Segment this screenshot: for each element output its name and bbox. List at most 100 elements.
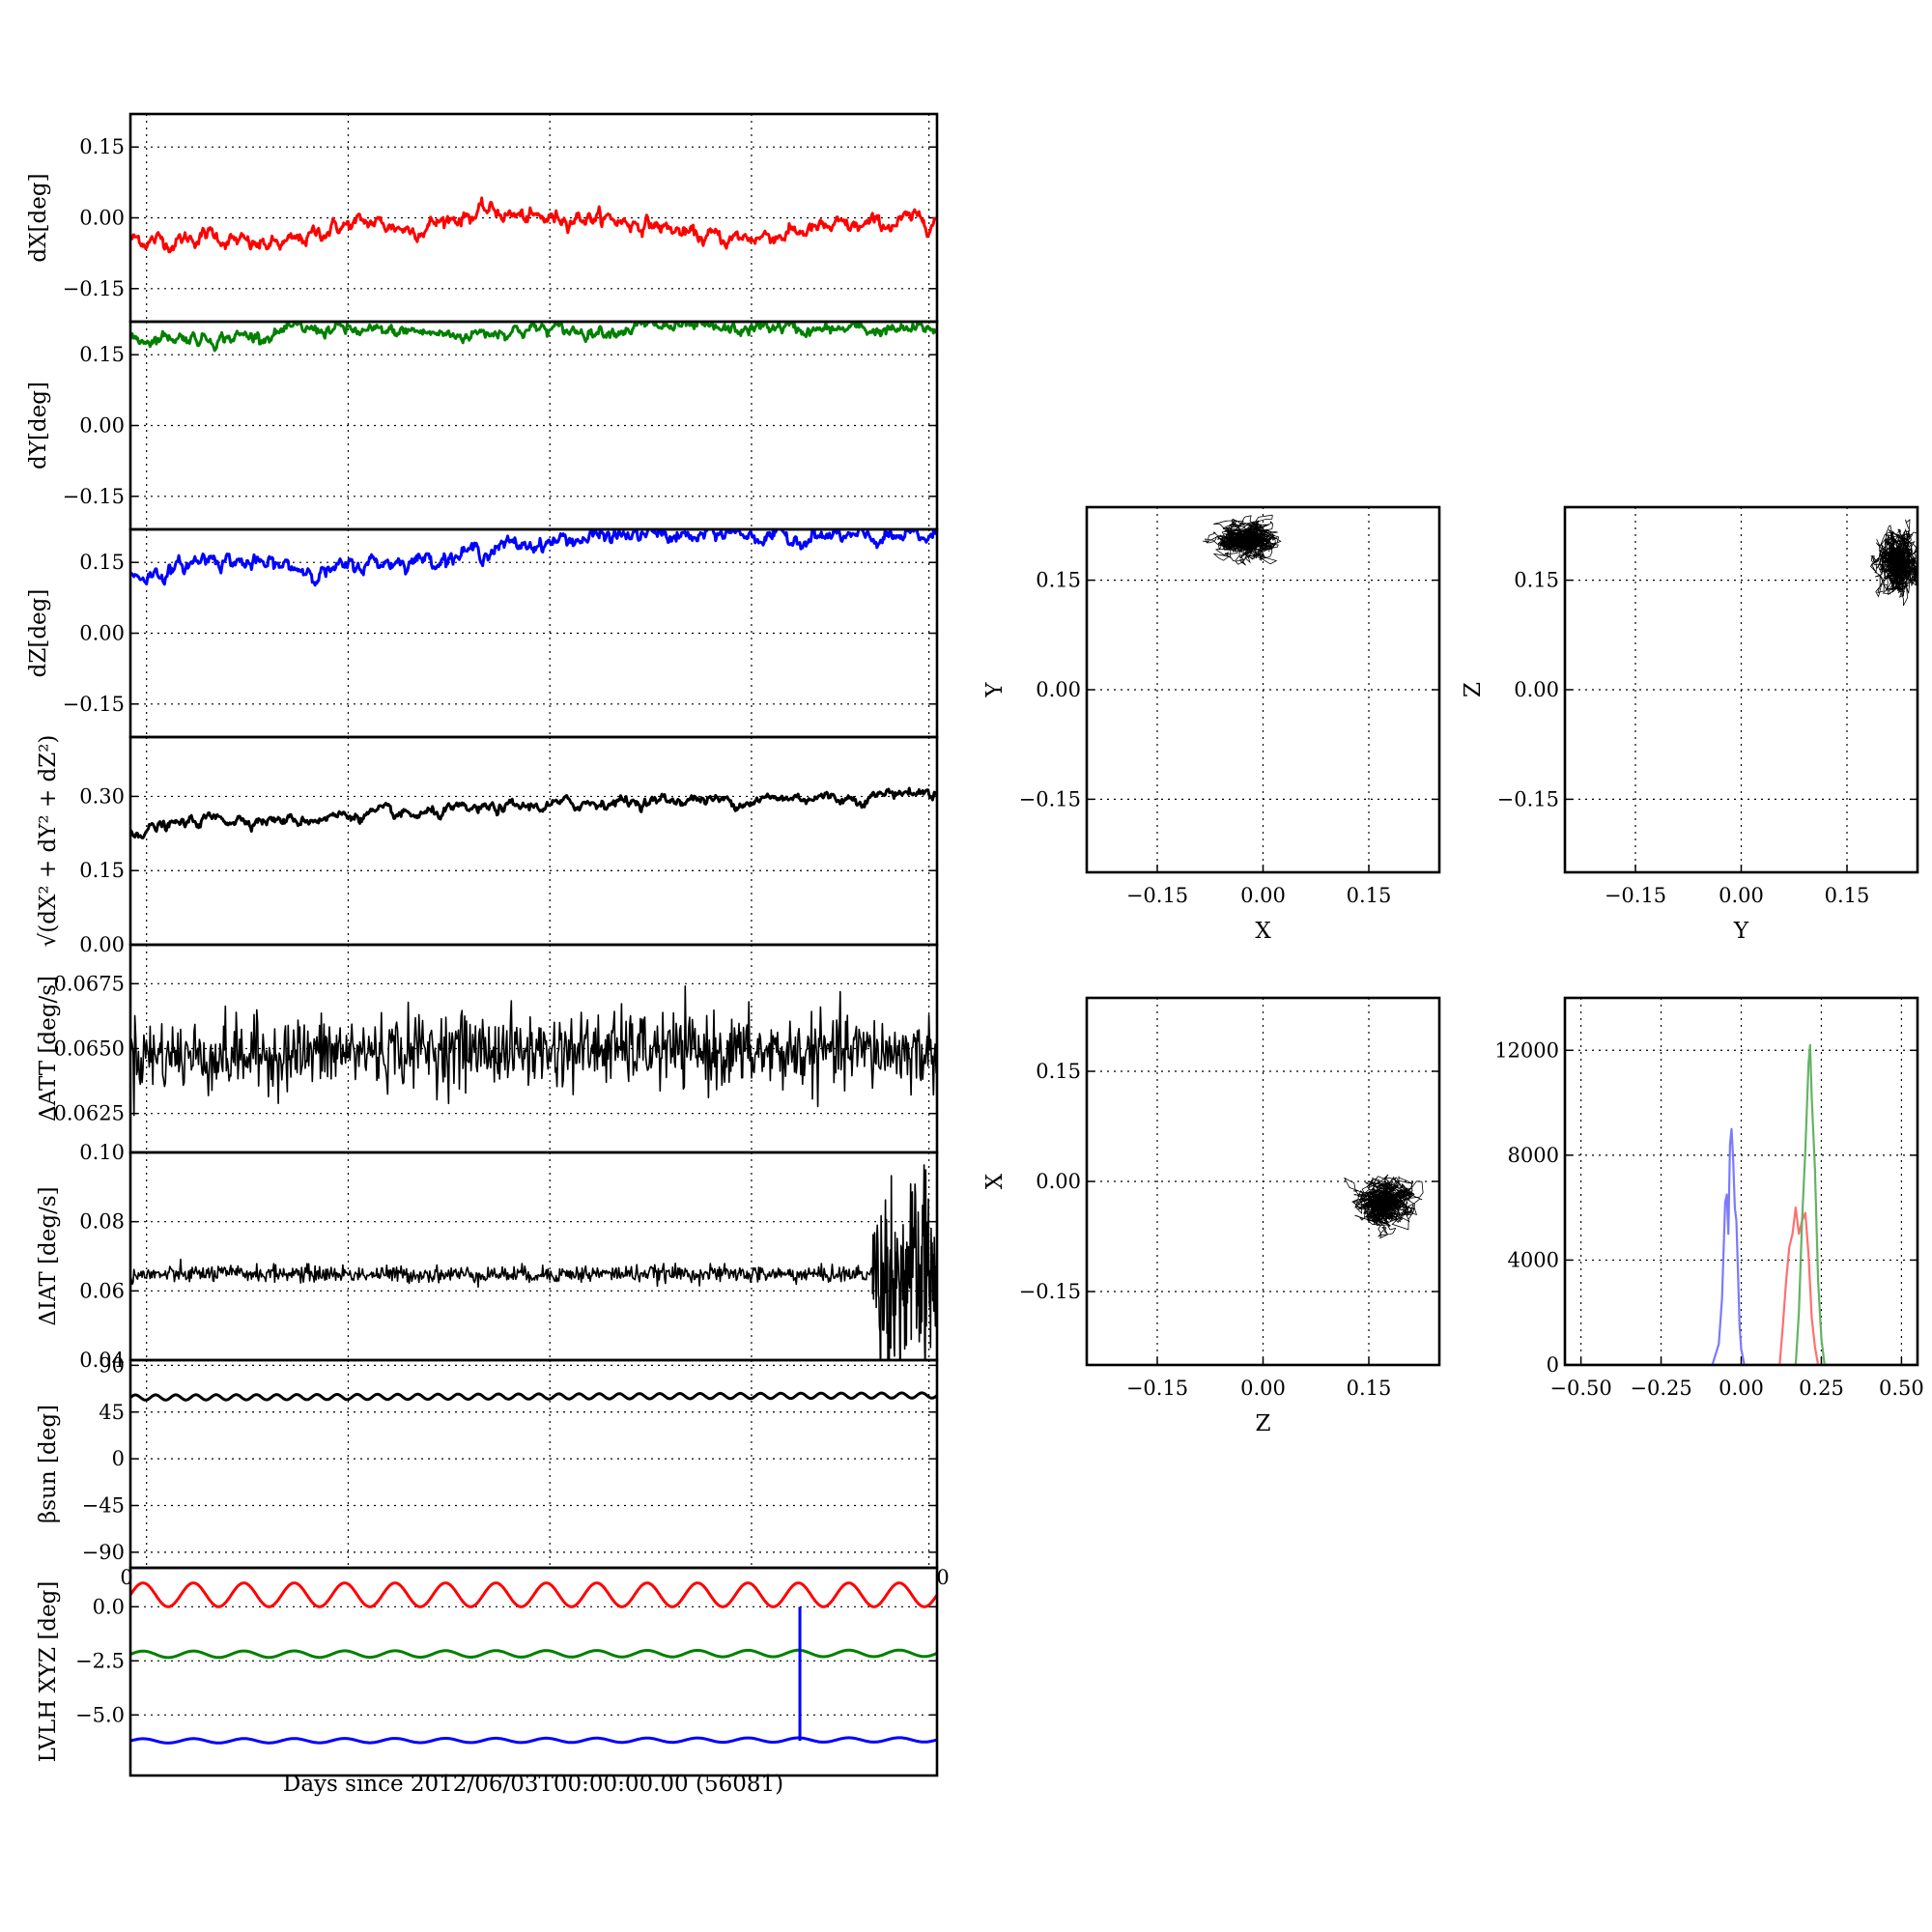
data-datt — [130, 984, 937, 1117]
panel-hist: 0 4000 8000 12000 −0.50 −0.25 0.00 0.25 0.50 — [1494, 996, 1924, 1400]
ylabel-yz: Z — [1461, 682, 1486, 697]
data-xy — [1203, 514, 1282, 566]
ytick-label: −5.0 — [75, 1703, 125, 1726]
axes-frame — [128, 527, 939, 739]
axes-frame — [1085, 505, 1441, 874]
series-line-1 — [1565, 1206, 1918, 1365]
ylabel-datt: ΔATT [deg/s] — [36, 976, 61, 1122]
ytick-label: −45 — [82, 1494, 125, 1518]
panel-dy: −0.15 0.00 0.15 dY[deg] — [26, 320, 939, 531]
series-line-0 — [130, 322, 937, 353]
data-dz — [130, 529, 937, 587]
data-lvlh — [130, 1581, 937, 1745]
ylabel-dy: dY[deg] — [26, 382, 51, 469]
ytick-label: 0.06 — [79, 1279, 125, 1302]
series-line-0 — [130, 984, 937, 1117]
panel-yz: −0.15 0.00 0.15 −0.15 0.00 0.15 Z Y — [1461, 505, 1919, 944]
ytick-label: 0.15 — [79, 859, 125, 882]
ylabel-xy: Y — [982, 682, 1008, 698]
xlabel-yz: Y — [1733, 919, 1749, 944]
ytick-label: −0.15 — [1019, 1280, 1081, 1303]
xlabel-xy: X — [1255, 919, 1271, 944]
xtick-label: 0.00 — [1240, 1377, 1286, 1400]
ytick-label: 0.15 — [1514, 569, 1559, 592]
scatter-cloud — [1203, 514, 1282, 566]
ytick-label: 0.04 — [79, 1349, 125, 1372]
ylabel-dx: dX[deg] — [26, 173, 51, 262]
ytick-label: 0.0625 — [54, 1102, 125, 1125]
panel-diat: 0.04 0.06 0.08 0.10 ΔIAT [deg/s] — [36, 1141, 939, 1372]
series-line-0 — [130, 1581, 937, 1608]
series-line-2 — [130, 1736, 937, 1745]
ytick-label: 0.00 — [79, 414, 125, 438]
xtick-label: 0.15 — [1347, 884, 1392, 907]
ytick-label: −2.5 — [75, 1649, 125, 1672]
xtick-label: −0.15 — [1126, 884, 1188, 907]
xtick-label: 0.25 — [1799, 1377, 1844, 1400]
ylabel-lvlh: LVLH XYZ [deg] — [36, 1581, 61, 1763]
ytick-label: −0.15 — [1019, 787, 1081, 810]
ytick-label: 0.00 — [79, 207, 125, 230]
data-dx — [130, 196, 937, 254]
series-line-1 — [130, 1648, 937, 1660]
axes-frame — [128, 1151, 939, 1362]
panel-zx: −0.15 0.00 0.15 −0.15 0.00 0.15 X Z — [982, 996, 1441, 1436]
ytick-label: 0.00 — [1036, 678, 1081, 701]
series-line-0 — [130, 529, 937, 587]
ytick-label: 0.0675 — [54, 972, 125, 995]
ytick-label: −0.15 — [63, 693, 125, 716]
scatter-cloud — [1869, 519, 1918, 607]
panel-mag: 0.00 0.15 0.30 √(dX² + dY² + dZ²) — [36, 735, 939, 956]
ytick-label: −0.15 — [1497, 787, 1559, 810]
ytick-label: 0.00 — [1036, 1170, 1081, 1193]
ytick-label: 0.10 — [79, 1141, 125, 1164]
ylabel-bsun: βsun [deg] — [36, 1405, 61, 1523]
xtick-label: 0.15 — [1347, 1377, 1392, 1400]
ytick-label: 0.30 — [79, 784, 125, 808]
ytick-label: −0.15 — [63, 485, 125, 508]
panel-bsun: −90 −45 0 45 90 βsun [deg] — [36, 1353, 939, 1570]
ytick-label: −0.15 — [63, 277, 125, 300]
ytick-label: 0.08 — [79, 1210, 125, 1234]
ytick-label: 0.0 — [93, 1595, 125, 1618]
data-dy — [130, 322, 937, 353]
xtick-label: −0.15 — [1126, 1377, 1188, 1400]
axes-frame — [128, 1566, 939, 1777]
xtick-label: 0.50 — [1879, 1377, 1924, 1400]
ytick-label: 0 — [1547, 1353, 1559, 1377]
scatter-cloud — [1343, 1174, 1424, 1239]
figure-xlabel: Days since 2012/06/03T00:00:00.00 (56081… — [283, 1772, 783, 1797]
chart-panels: −0.150.000.15dX[deg]−0.150.000.15dY[deg]… — [26, 112, 1924, 1777]
axes-frame — [1085, 996, 1441, 1367]
series-line-1 — [871, 1164, 937, 1360]
xtick-label: 0.00 — [1240, 884, 1286, 907]
series-line-0 — [130, 196, 937, 254]
ytick-label: 0.00 — [1514, 678, 1559, 701]
series-line-0 — [130, 786, 937, 839]
panel-dz: −0.15 0.00 0.15 dZ[deg] — [26, 527, 939, 739]
axes-frame — [128, 1358, 939, 1570]
ytick-label: 0.0650 — [54, 1037, 125, 1061]
axes-frame — [128, 735, 939, 947]
xlabel-zx: Z — [1256, 1411, 1271, 1436]
ytick-label: 0.00 — [79, 622, 125, 645]
axes-frame — [128, 320, 939, 531]
xtick-label: −0.25 — [1630, 1377, 1691, 1400]
ytick-label: 0.15 — [1036, 569, 1081, 592]
ytick-label: 0.15 — [79, 343, 125, 366]
ytick-label: 45 — [99, 1401, 125, 1424]
series-line-0 — [1565, 1127, 1918, 1365]
xtick-label: −0.50 — [1549, 1377, 1611, 1400]
xtick-label: 0.00 — [1719, 1377, 1764, 1400]
data-bsun — [130, 1391, 937, 1402]
xtick-label: 0.15 — [1825, 884, 1870, 907]
ytick-label: 8000 — [1508, 1144, 1559, 1167]
ytick-label: 0 — [112, 1447, 125, 1470]
xtick-label: 0 — [936, 1566, 949, 1589]
ytick-label: 12000 — [1494, 1038, 1559, 1062]
xtick-label: 0.00 — [1719, 884, 1764, 907]
ytick-label: 4000 — [1508, 1248, 1559, 1271]
